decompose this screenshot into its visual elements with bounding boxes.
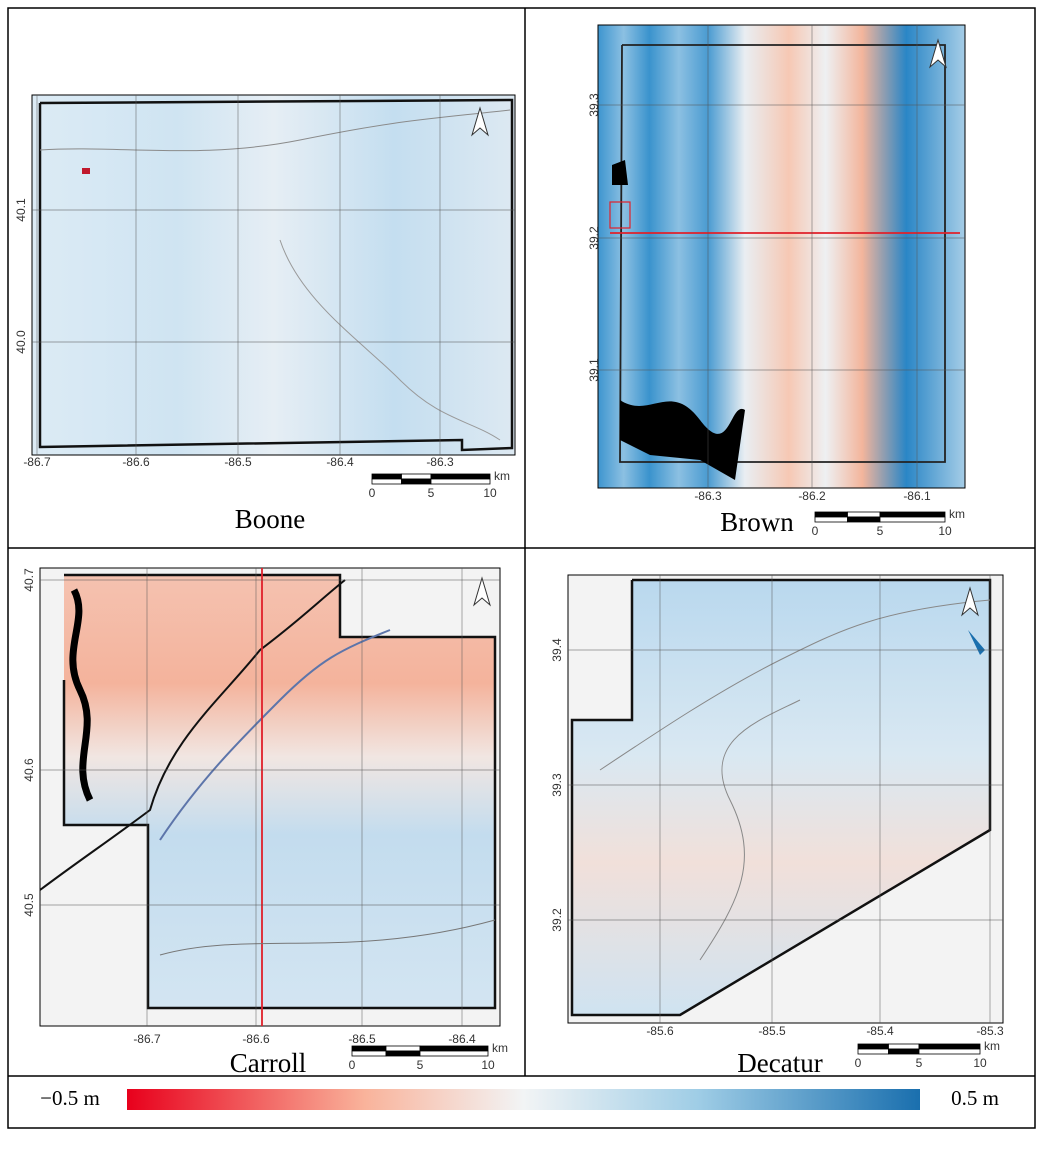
feature: [82, 168, 90, 174]
scale-bar-segment: [372, 479, 402, 484]
scale-label: 5: [428, 486, 435, 500]
scale-label: 10: [938, 524, 952, 538]
scale-bar-segment: [352, 1046, 386, 1051]
lat-tick-label: 39.4: [550, 638, 564, 662]
scale-bar-segment: [352, 1051, 386, 1056]
lat-tick-label: 39.2: [587, 226, 601, 250]
lon-tick-label: -85.5: [758, 1024, 786, 1038]
colorbar-min-label: −0.5 m: [40, 1086, 100, 1110]
lon-tick-label: -85.4: [866, 1024, 894, 1038]
lon-tick-label: -85.3: [976, 1024, 1004, 1038]
scale-bar-segment: [815, 512, 848, 517]
figure: −0.5 m 0.5 m -86.7 -86.6 -86.5 -86.4 -86.3 40…: [0, 0, 1043, 1155]
scale-unit: km: [492, 1041, 508, 1055]
lon-tick-label: -86.5: [348, 1032, 376, 1046]
lon-tick-label: -86.3: [426, 455, 454, 469]
scale-bar-segment: [919, 1049, 980, 1054]
scale-bar-segment: [420, 1051, 488, 1056]
scale-unit: km: [984, 1039, 1000, 1053]
scale-label: 10: [973, 1056, 987, 1070]
scale-bar-segment: [848, 512, 881, 517]
scale-label: 5: [877, 524, 884, 538]
scale-bar-segment: [880, 517, 945, 522]
scale-label: 5: [916, 1056, 923, 1070]
lon-tick-label: -86.3: [694, 489, 722, 503]
lat-tick-label: 40.0: [14, 330, 28, 354]
scale-unit: km: [949, 507, 965, 521]
scale-label: 0: [369, 486, 376, 500]
panel-name: Decatur: [737, 1048, 822, 1078]
lat-tick-label: 39.2: [550, 908, 564, 932]
lat-tick-label: 40.1: [14, 198, 28, 222]
scale-bar-segment: [386, 1046, 420, 1051]
scale-bar-segment: [858, 1049, 889, 1054]
map-brown: [598, 25, 965, 488]
scale-label: 0: [349, 1058, 356, 1072]
lat-tick-label: 39.3: [550, 773, 564, 797]
scale-unit: km: [494, 469, 510, 483]
scale-bar-segment: [919, 1044, 980, 1049]
scale-bar-segment: [858, 1044, 889, 1049]
scale-bar-segment: [420, 1046, 488, 1051]
scale-label: 5: [417, 1058, 424, 1072]
scale-bar-segment: [372, 474, 402, 479]
scale-label: 10: [483, 486, 497, 500]
scale-label: 10: [481, 1058, 495, 1072]
scale-bar-segment: [889, 1049, 920, 1054]
scale-bar-segment: [402, 479, 432, 484]
map-decatur: [568, 575, 1003, 1023]
lon-tick-label: -86.4: [326, 455, 354, 469]
lon-tick-label: -86.1: [903, 489, 931, 503]
lon-tick-label: -86.7: [133, 1032, 161, 1046]
scale-bar-segment: [880, 512, 945, 517]
lat-tick-label: 40.6: [22, 758, 36, 782]
lon-tick-label: -86.2: [798, 489, 826, 503]
lon-tick-label: -85.6: [646, 1024, 674, 1038]
lat-tick-label: 39.1: [587, 358, 601, 382]
scale-bar-segment: [386, 1051, 420, 1056]
lat-tick-label: 40.5: [22, 893, 36, 917]
scale-bar-segment: [431, 474, 490, 479]
scale-bar-segment: [848, 517, 881, 522]
lon-tick-label: -86.5: [224, 455, 252, 469]
map-boone: [32, 95, 515, 455]
lon-tick-label: -86.4: [448, 1032, 476, 1046]
scale-bar-segment: [889, 1044, 920, 1049]
scale-label: 0: [812, 524, 819, 538]
colorbar-max-label: 0.5 m: [951, 1086, 999, 1110]
scale-label: 0: [855, 1056, 862, 1070]
panel-name: Carroll: [230, 1048, 306, 1078]
lon-tick-label: -86.6: [122, 455, 150, 469]
scale-bar-segment: [402, 474, 432, 479]
lat-tick-label: 40.7: [22, 568, 36, 592]
lon-tick-label: -86.7: [23, 455, 51, 469]
panel-name: Boone: [235, 504, 306, 534]
lat-tick-label: 39.3: [587, 93, 601, 117]
panel-name: Brown: [720, 507, 794, 537]
lon-tick-label: -86.6: [242, 1032, 270, 1046]
scale-bar-segment: [815, 517, 848, 522]
colorbar: [127, 1089, 920, 1110]
scale-bar-segment: [431, 479, 490, 484]
map-carroll: [40, 568, 500, 1026]
